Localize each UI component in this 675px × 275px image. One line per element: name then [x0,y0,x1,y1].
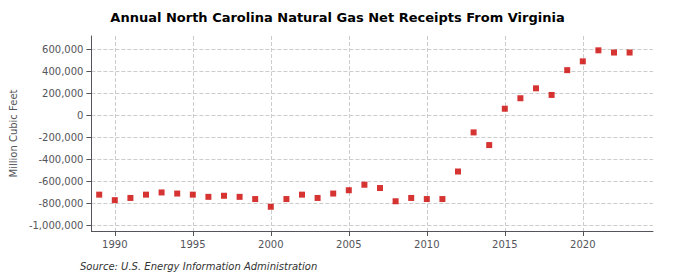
svg-text:Annual North Carolina Natural: Annual North Carolina Natural Gas Net Re… [110,10,564,25]
svg-text:Source: U.S. Energy Informatio: Source: U.S. Energy Information Administ… [80,261,317,272]
svg-text:0: 0 [77,110,83,121]
svg-text:400,000: 400,000 [42,66,83,77]
svg-text:-1,000,000: -1,000,000 [29,220,84,231]
svg-text:200,000: 200,000 [42,88,83,99]
svg-text:-600,000: -600,000 [38,176,83,187]
svg-text:1995: 1995 [180,239,205,250]
svg-text:2000: 2000 [258,239,283,250]
svg-text:2020: 2020 [570,239,595,250]
svg-text:-400,000: -400,000 [38,154,83,165]
svg-text:2005: 2005 [336,239,361,250]
svg-text:600,000: 600,000 [42,44,83,55]
svg-text:-200,000: -200,000 [38,132,83,143]
svg-text:-800,000: -800,000 [38,198,83,209]
svg-text:1990: 1990 [102,239,127,250]
svg-text:Million Cubic Feet: Million Cubic Feet [8,89,19,177]
svg-text:2015: 2015 [492,239,517,250]
svg-text:2010: 2010 [414,239,439,250]
